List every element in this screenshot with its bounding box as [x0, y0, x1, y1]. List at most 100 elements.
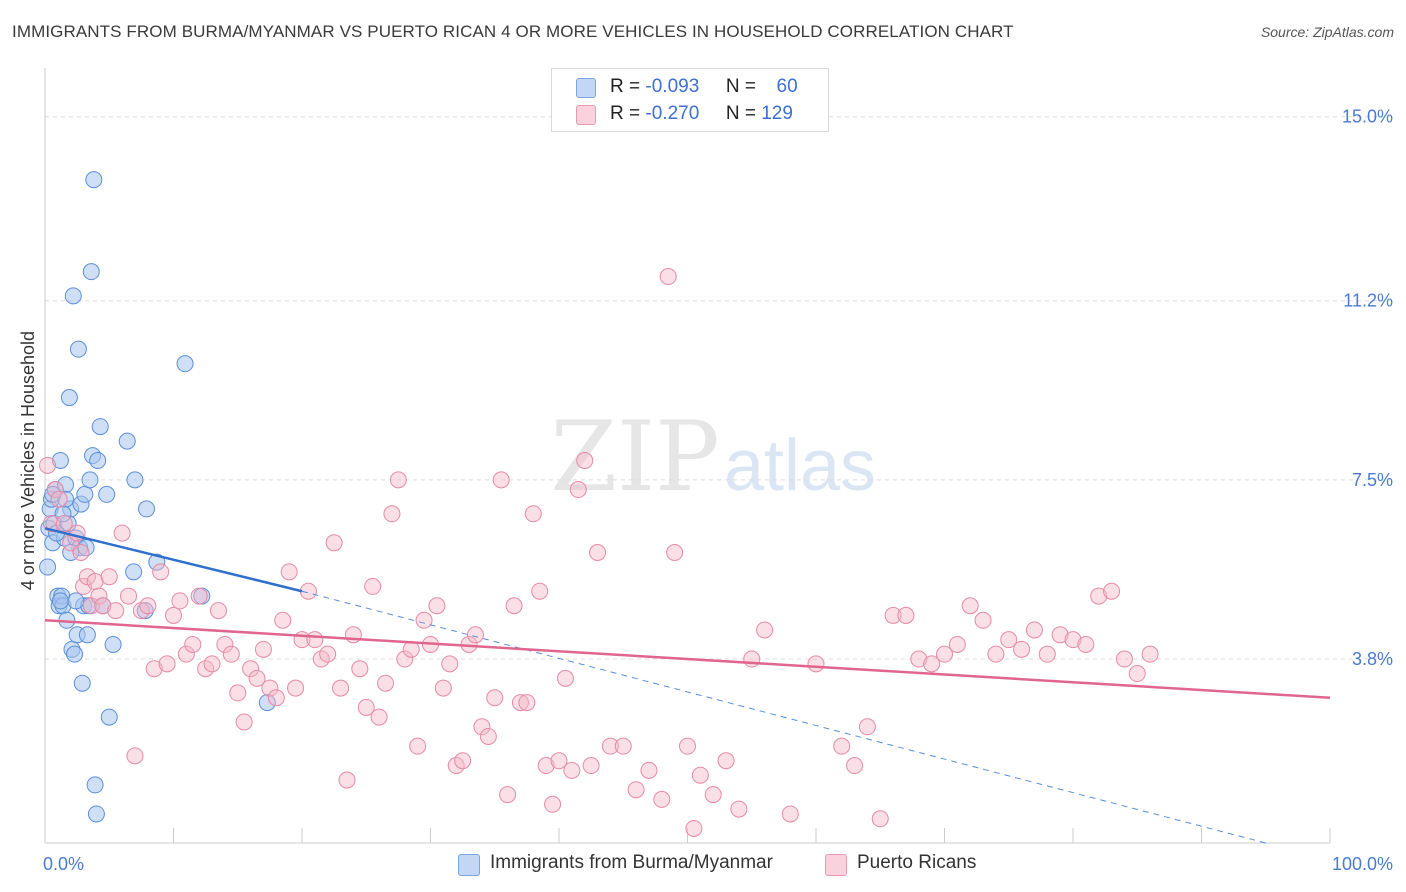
- puerto-rican-data-point: [473, 718, 491, 736]
- puerto-rican-data-point: [441, 655, 459, 673]
- puerto-rican-data-point: [987, 645, 1005, 663]
- burma-data-point: [51, 452, 69, 469]
- burma-data-point: [73, 674, 91, 692]
- burma-data-point: [126, 471, 144, 489]
- puerto-rican-data-point: [858, 718, 876, 736]
- puerto-rican-data-point: [576, 452, 594, 469]
- puerto-rican-data-point: [389, 471, 407, 489]
- puerto-rican-data-point: [39, 456, 57, 474]
- puerto-rican-data-point: [974, 611, 992, 629]
- puerto-rican-data-point: [923, 655, 941, 673]
- legend-swatch-puerto-rican: [825, 854, 847, 876]
- puerto-rican-data-point: [666, 543, 684, 561]
- puerto-rican-data-point: [556, 669, 574, 687]
- puerto-rican-data-point: [1115, 650, 1133, 668]
- puerto-rican-data-point: [261, 679, 279, 697]
- puerto-rican-data-point: [120, 587, 138, 605]
- legend-label-puerto-rican: Puerto Ricans: [857, 852, 977, 873]
- burma-data-point: [60, 389, 78, 407]
- n-label: N =: [725, 103, 756, 124]
- puerto-rican-data-point: [961, 597, 979, 615]
- puerto-rican-data-point: [415, 611, 433, 629]
- burma-data-point: [51, 592, 69, 610]
- puerto-rican-data-point: [486, 689, 504, 707]
- y-tick-label: 11.2%: [1343, 291, 1393, 311]
- puerto-rican-data-point: [94, 597, 112, 615]
- puerto-rican-data-point: [1025, 621, 1043, 639]
- puerto-rican-data-point: [216, 635, 234, 653]
- puerto-rican-data-point: [563, 761, 581, 779]
- puerto-rican-data-point: [42, 514, 60, 532]
- puerto-rican-data-point: [627, 781, 645, 799]
- puerto-rican-data-point: [152, 563, 170, 581]
- burma-data-point: [176, 355, 194, 373]
- puerto-rican-data-point: [248, 669, 266, 687]
- burma-data-point: [125, 563, 143, 581]
- puerto-rican-data-point: [242, 660, 260, 678]
- burma-data-point: [104, 635, 122, 653]
- r-value: -0.093: [645, 76, 700, 97]
- n-label: N =: [725, 76, 756, 97]
- burma-data-point: [91, 418, 109, 436]
- puerto-rican-data-point: [653, 790, 671, 808]
- burma-data-point: [100, 708, 118, 726]
- puerto-rican-data-point: [434, 679, 452, 697]
- burma-data-point: [77, 539, 95, 557]
- puerto-rican-data-point: [364, 577, 382, 595]
- puerto-rican-data-point: [319, 645, 337, 663]
- puerto-rican-data-point: [492, 471, 510, 489]
- puerto-rican-data-point: [370, 708, 388, 726]
- puerto-rican-data-point: [203, 655, 221, 673]
- puerto-rican-data-point: [165, 606, 182, 624]
- puerto-rican-data-point: [910, 650, 928, 668]
- puerto-rican-data-point: [454, 752, 472, 770]
- x-tick-label: 100.0%: [1332, 854, 1393, 874]
- burma-data-point: [148, 553, 166, 571]
- puerto-rican-data-point: [466, 626, 484, 644]
- puerto-rican-data-point: [846, 757, 864, 775]
- puerto-rican-data-point: [177, 645, 195, 663]
- puerto-rican-data-point: [72, 543, 90, 561]
- burma-data-point: [82, 263, 100, 281]
- puerto-rican-data-point: [499, 786, 517, 804]
- burma-data-point: [136, 602, 154, 620]
- burma-data-point: [62, 543, 80, 561]
- correlation-legend: R = -0.093 N = 60 R = -0.270 N = 129: [551, 68, 829, 132]
- puerto-rican-data-point: [743, 650, 761, 668]
- puerto-rican-data-point: [377, 674, 395, 692]
- burma-data-point: [89, 452, 107, 469]
- puerto-rican-data-point: [679, 737, 696, 755]
- puerto-rican-data-point: [884, 606, 902, 624]
- puerto-rican-data-point: [685, 819, 703, 837]
- puerto-rican-data-point: [601, 737, 619, 755]
- puerto-rican-data-point: [306, 631, 324, 649]
- puerto-rican-data-point: [158, 655, 176, 673]
- puerto-rican-data-point: [730, 800, 748, 818]
- puerto-rican-data-point: [537, 757, 555, 775]
- source-label: Source: ZipAtlas.com: [1260, 24, 1394, 40]
- burma-data-point: [86, 776, 104, 794]
- y-tick-label: 15.0%: [1342, 107, 1393, 127]
- puerto-rican-data-point: [100, 568, 118, 586]
- n-value: 129: [761, 103, 793, 124]
- puerto-rican-data-point: [1141, 645, 1159, 663]
- puerto-rican-data-point: [145, 660, 163, 678]
- puerto-rican-data-point: [544, 795, 562, 813]
- burma-data-point: [138, 500, 156, 518]
- puerto-rican-data-point: [704, 786, 722, 804]
- puerto-rican-data-point: [287, 679, 305, 697]
- puerto-rican-data-point: [807, 655, 825, 673]
- puerto-rican-data-point: [1128, 665, 1146, 683]
- puerto-rican-data-point: [139, 597, 157, 615]
- burma-data-point: [66, 645, 84, 663]
- watermark-zip: ZIP: [550, 401, 719, 513]
- r-label: R =: [610, 76, 641, 97]
- puerto-rican-data-point: [357, 698, 375, 716]
- puerto-rican-data-point: [396, 650, 414, 668]
- puerto-rican-data-point: [1103, 582, 1121, 600]
- burma-data-point: [76, 485, 94, 503]
- burma-data-point: [85, 171, 103, 189]
- puerto-rican-data-point: [126, 747, 144, 765]
- puerto-rican-data-point: [948, 635, 966, 653]
